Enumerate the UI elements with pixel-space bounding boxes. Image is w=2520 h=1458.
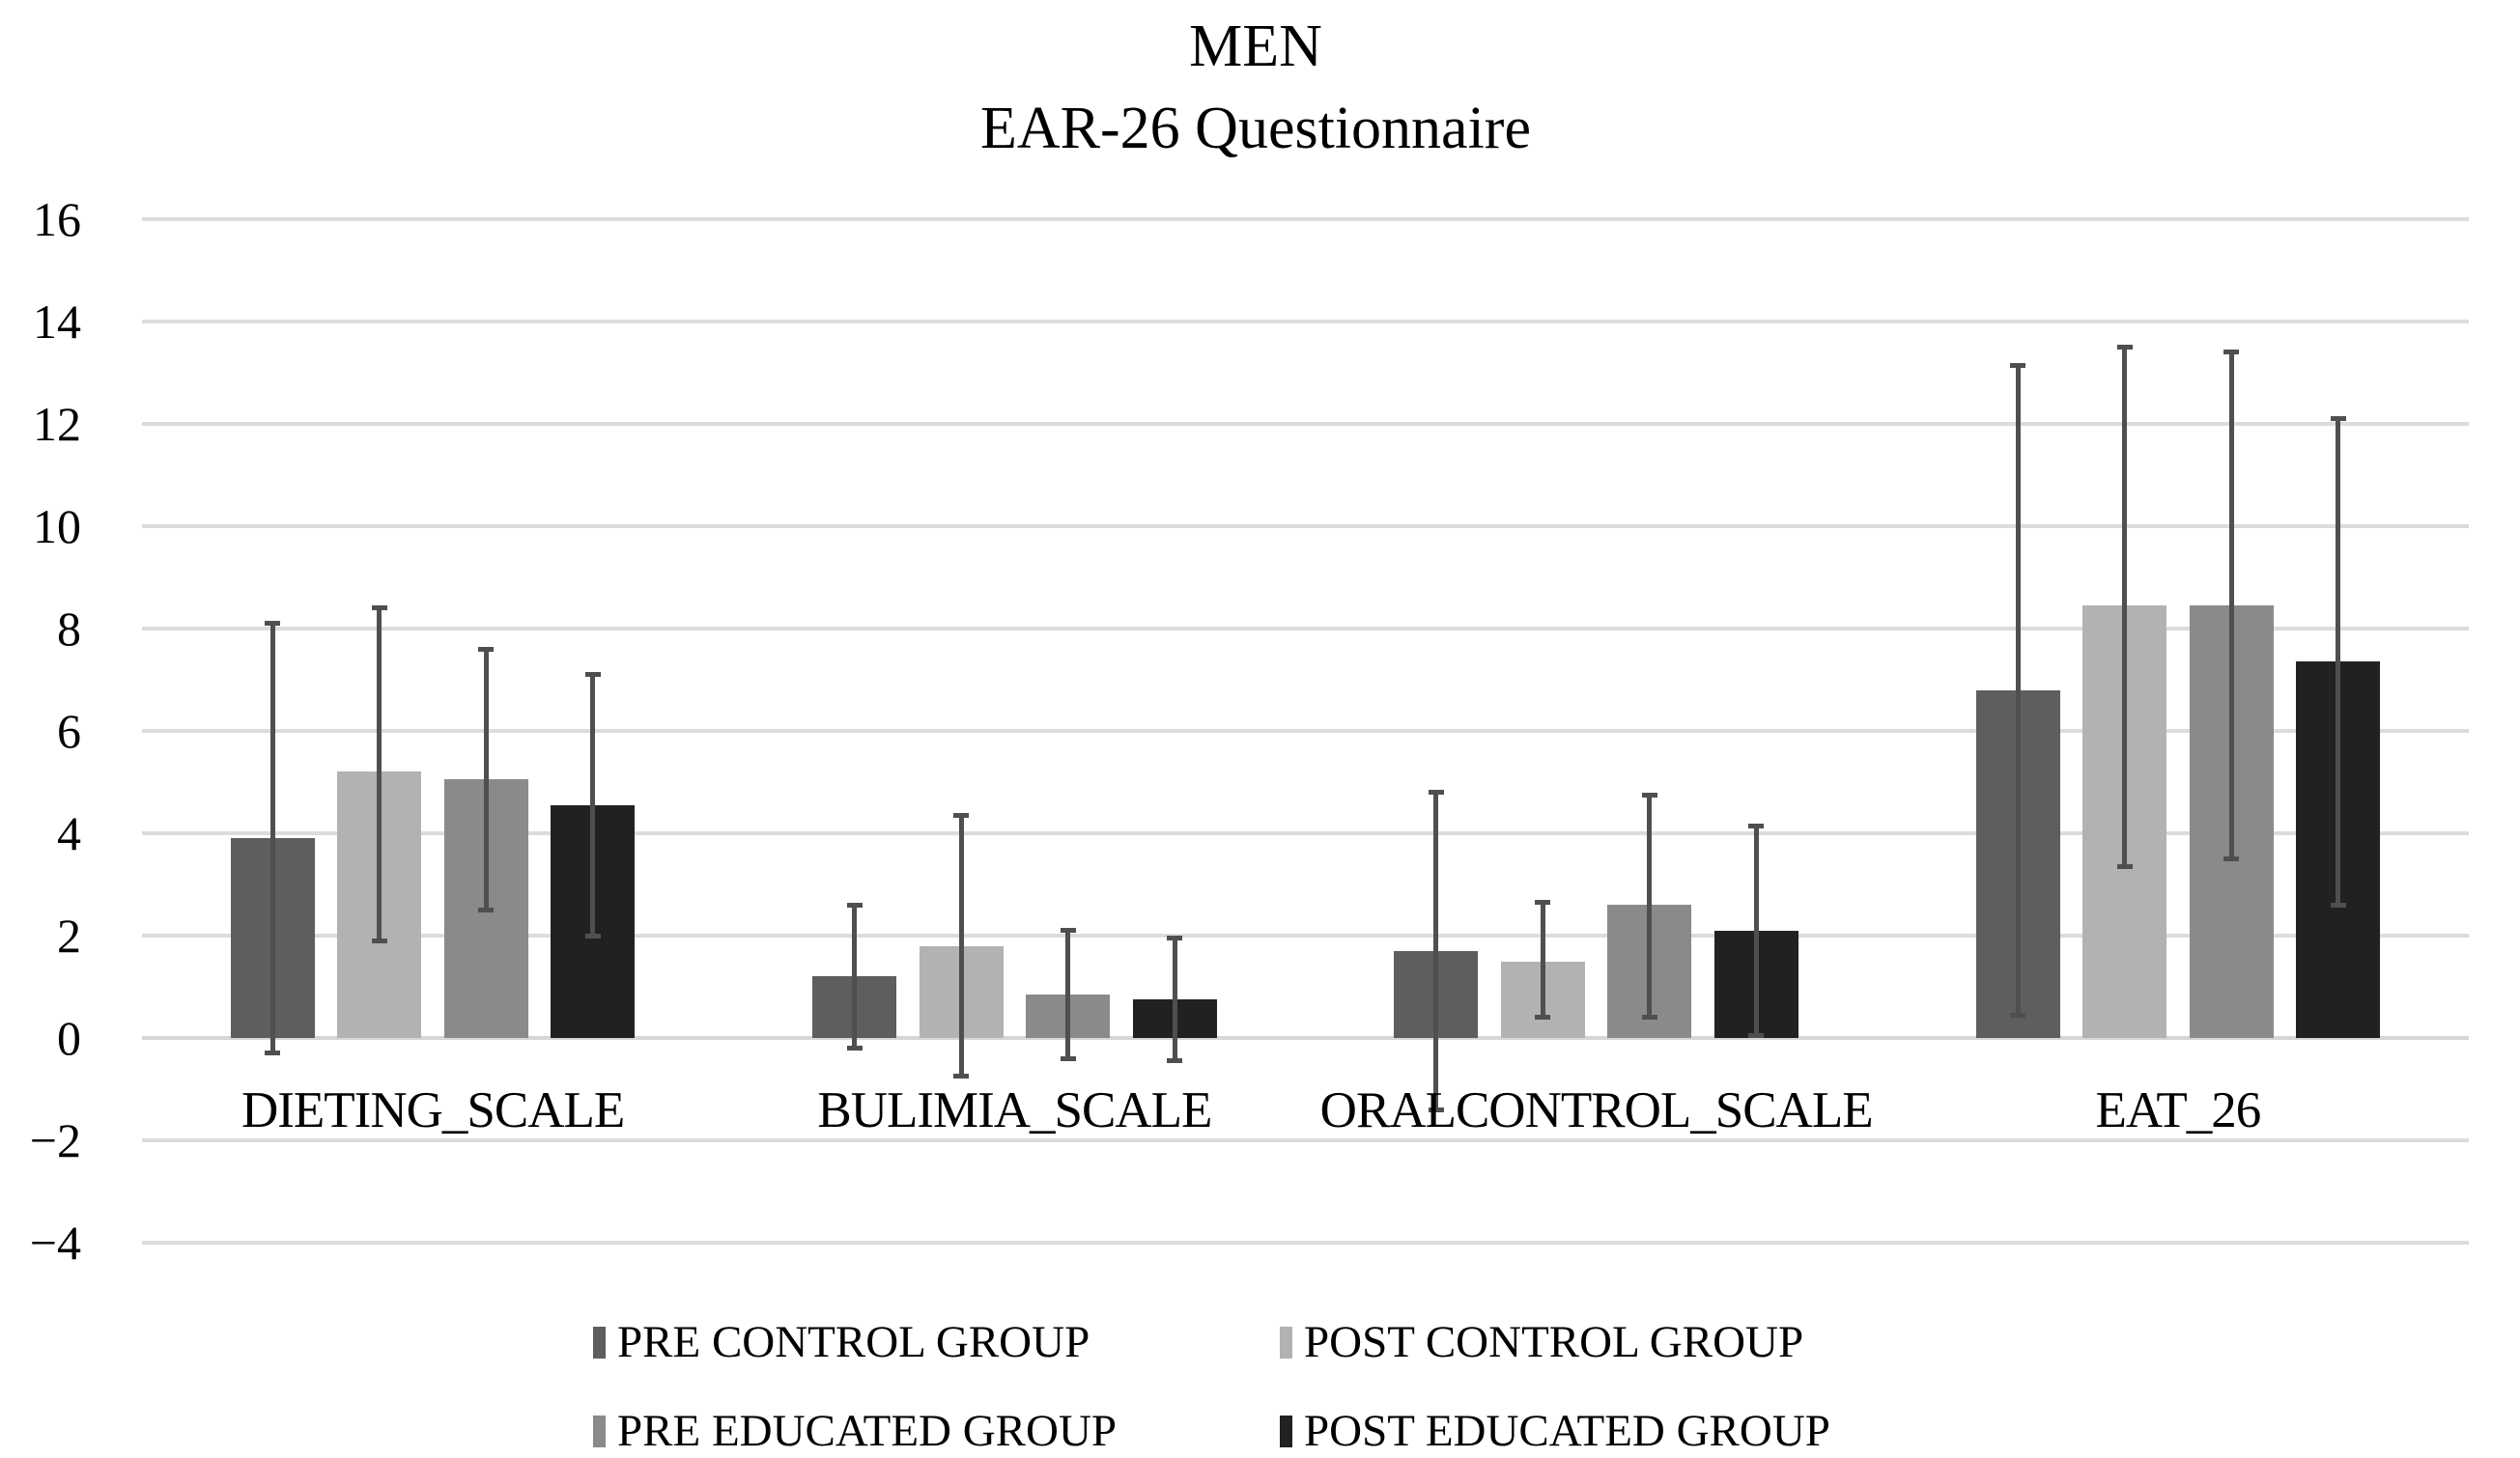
- error-cap-lower: [1748, 1032, 1765, 1038]
- error-cap-upper: [584, 672, 601, 678]
- error-cap-upper: [953, 812, 970, 818]
- y-axis-tick-label: 16: [33, 192, 81, 246]
- gridline: [142, 422, 2469, 426]
- error-bar-pre-control-group-dieting-scale: [269, 623, 275, 1053]
- error-cap-lower: [2010, 1012, 2026, 1018]
- error-cap-upper: [2330, 416, 2346, 422]
- legend-item-post-educated-group: POST EDUCATED GROUP: [1280, 1408, 1830, 1454]
- x-axis-label-oralcontrol-scale: ORALCONTROL_SCALE: [1319, 1082, 1874, 1138]
- legend-swatch-post-educated-group: [1280, 1415, 1292, 1447]
- chart-title-line-2: EAR-26 Questionnaire: [980, 96, 1531, 161]
- legend-label-pre-educated-group: PRE EDUCATED GROUP: [617, 1406, 1118, 1456]
- error-cap-upper: [846, 902, 863, 908]
- error-bar-post-educated-group-oralcontrol-scale: [1753, 826, 1759, 1036]
- y-axis-tick-label: 10: [33, 499, 81, 553]
- error-cap-upper: [1748, 823, 1765, 828]
- legend-swatch-pre-educated-group: [593, 1415, 606, 1447]
- error-cap-lower: [1428, 1107, 1444, 1112]
- legend-item-pre-control-group: PRE CONTROL GROUP: [593, 1319, 1280, 1365]
- legend-label-pre-control-group: PRE CONTROL GROUP: [617, 1317, 1090, 1367]
- error-bar-post-control-group-oralcontrol-scale: [1540, 902, 1545, 1018]
- error-cap-upper: [1060, 928, 1076, 934]
- legend-swatch-post-control-group: [1280, 1326, 1292, 1359]
- gridline: [142, 627, 2469, 631]
- legend-item-post-control-group: POST CONTROL GROUP: [1280, 1319, 1830, 1365]
- y-axis-tick-label: 4: [57, 806, 81, 860]
- error-bar-pre-educated-group-eat-26: [2228, 351, 2234, 859]
- y-axis-tick-label: 0: [57, 1011, 81, 1065]
- x-axis-label-dieting-scale: DIETING_SCALE: [241, 1082, 625, 1138]
- error-bar-post-educated-group-dieting-scale: [590, 674, 596, 936]
- error-cap-lower: [953, 1074, 970, 1079]
- y-axis-tick-label: 14: [33, 294, 81, 349]
- error-bar-post-control-group-eat-26: [2122, 347, 2128, 867]
- error-cap-upper: [265, 621, 281, 627]
- error-cap-lower: [1641, 1015, 1657, 1021]
- error-cap-lower: [584, 933, 601, 939]
- legend-item-pre-educated-group: PRE EDUCATED GROUP: [593, 1408, 1280, 1454]
- error-bar-post-educated-group-bulimia-scale: [1172, 938, 1177, 1061]
- error-bar-post-control-group-bulimia-scale: [958, 815, 964, 1077]
- error-cap-lower: [2116, 863, 2133, 869]
- gridline: [142, 320, 2469, 323]
- y-axis-tick-label: 6: [57, 704, 81, 758]
- error-cap-upper: [1641, 792, 1657, 798]
- error-cap-upper: [2010, 362, 2026, 368]
- y-axis-tick-label: 2: [57, 909, 81, 963]
- error-cap-upper: [371, 605, 387, 611]
- error-cap-upper: [1535, 900, 1551, 906]
- gridline: [142, 524, 2469, 528]
- y-axis-tick-label: 12: [33, 397, 81, 451]
- error-cap-lower: [1060, 1055, 1076, 1061]
- y-axis-tick-label: −4: [29, 1216, 81, 1270]
- legend: PRE CONTROL GROUP POST CONTROL GROUP PRE E…: [593, 1319, 1830, 1454]
- error-cap-upper: [2116, 345, 2133, 350]
- error-cap-lower: [371, 938, 387, 943]
- gridline: [142, 217, 2469, 221]
- error-cap-lower: [478, 908, 495, 912]
- chart-title-line-1: MEN: [1189, 14, 1322, 79]
- gridline: [142, 729, 2469, 733]
- error-cap-lower: [2330, 902, 2346, 908]
- error-cap-lower: [1535, 1015, 1551, 1021]
- error-cap-upper: [478, 646, 495, 652]
- error-bar-post-control-group-dieting-scale: [377, 607, 382, 941]
- gridline: [142, 831, 2469, 835]
- error-bar-pre-control-group-bulimia-scale: [852, 905, 858, 1049]
- legend-label-post-control-group: POST CONTROL GROUP: [1304, 1317, 1804, 1367]
- error-bar-post-educated-group-eat-26: [2336, 418, 2341, 906]
- error-bar-pre-control-group-eat-26: [2015, 365, 2021, 1016]
- x-axis-label-eat-26: EAT_26: [2095, 1082, 2262, 1138]
- error-cap-lower: [1167, 1058, 1183, 1064]
- legend-swatch-pre-control-group: [593, 1326, 606, 1359]
- y-axis-tick-label: −2: [29, 1113, 81, 1167]
- error-cap-upper: [1428, 790, 1444, 796]
- legend-label-post-educated-group: POST EDUCATED GROUP: [1304, 1406, 1830, 1456]
- x-axis-label-bulimia-scale: BULIMIA_SCALE: [817, 1082, 1212, 1138]
- gridline: [142, 1138, 2469, 1142]
- gridline: [142, 1241, 2469, 1245]
- error-cap-upper: [1167, 936, 1183, 941]
- plot-area: DIETING_SCALE BULIMIA_SCALE ORALCONTROL_SC…: [142, 217, 2469, 1245]
- gridline: [142, 934, 2469, 938]
- chart-title: MEN EAR-26 Questionnaire: [980, 6, 1531, 170]
- error-cap-upper: [2223, 350, 2240, 355]
- error-bar-pre-educated-group-oralcontrol-scale: [1647, 795, 1653, 1018]
- error-bar-pre-educated-group-bulimia-scale: [1065, 930, 1071, 1059]
- error-cap-lower: [265, 1051, 281, 1056]
- error-cap-lower: [846, 1046, 863, 1051]
- y-axis-tick-label: 8: [57, 602, 81, 656]
- error-bar-pre-control-group-oralcontrol-scale: [1433, 792, 1439, 1110]
- error-cap-lower: [2223, 856, 2240, 861]
- error-bar-pre-educated-group-dieting-scale: [483, 649, 489, 911]
- zero-gridline: [142, 1036, 2469, 1040]
